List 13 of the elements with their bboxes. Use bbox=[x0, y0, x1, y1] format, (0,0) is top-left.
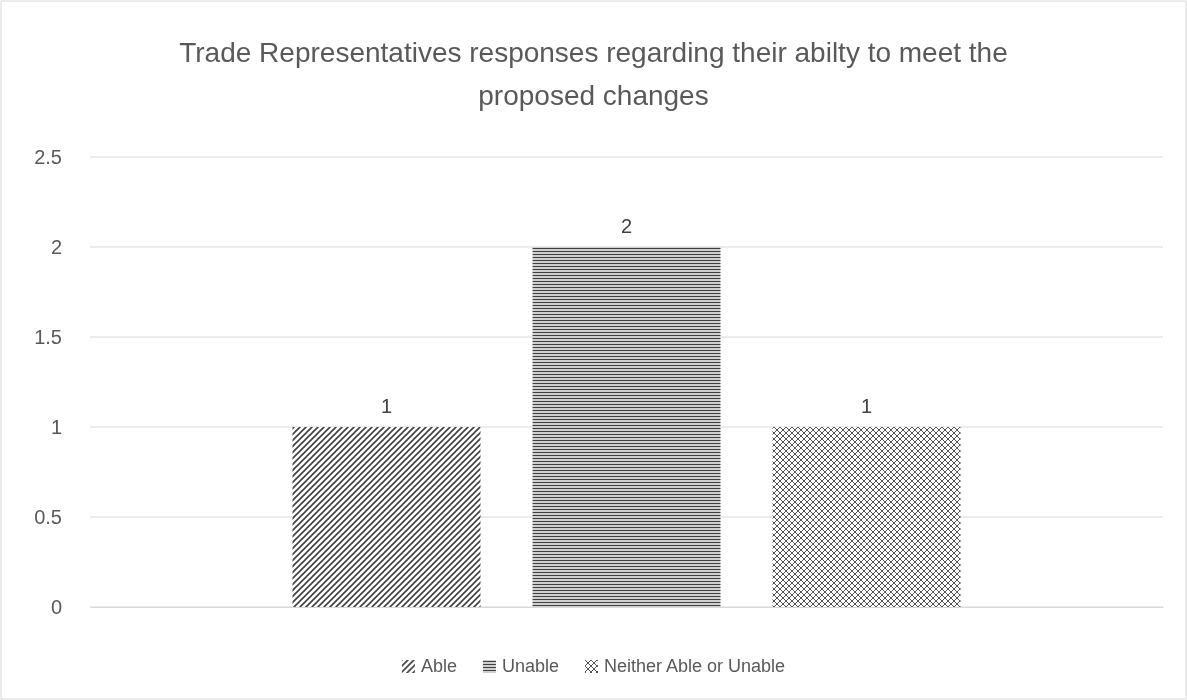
y-tick-label: 2 bbox=[50, 235, 62, 258]
data-label: 2 bbox=[620, 215, 633, 237]
y-tick-label: 0 bbox=[50, 595, 62, 618]
data-label: 1 bbox=[860, 395, 873, 417]
y-tick-label: 1.5 bbox=[34, 325, 62, 348]
y-tick-label: 2.5 bbox=[34, 145, 62, 168]
legend-label: Unable bbox=[501, 656, 559, 676]
chart-title: Trade Representatives responses regarding their abilty to meet the proposed changes bbox=[179, 37, 1008, 111]
legend-label: Able bbox=[420, 656, 457, 676]
y-tick-label: 1 bbox=[50, 415, 62, 438]
legend-label: Neither Able or Unable bbox=[603, 656, 786, 676]
y-tick-label: 0.5 bbox=[34, 505, 62, 528]
data-label: 1 bbox=[380, 395, 393, 417]
